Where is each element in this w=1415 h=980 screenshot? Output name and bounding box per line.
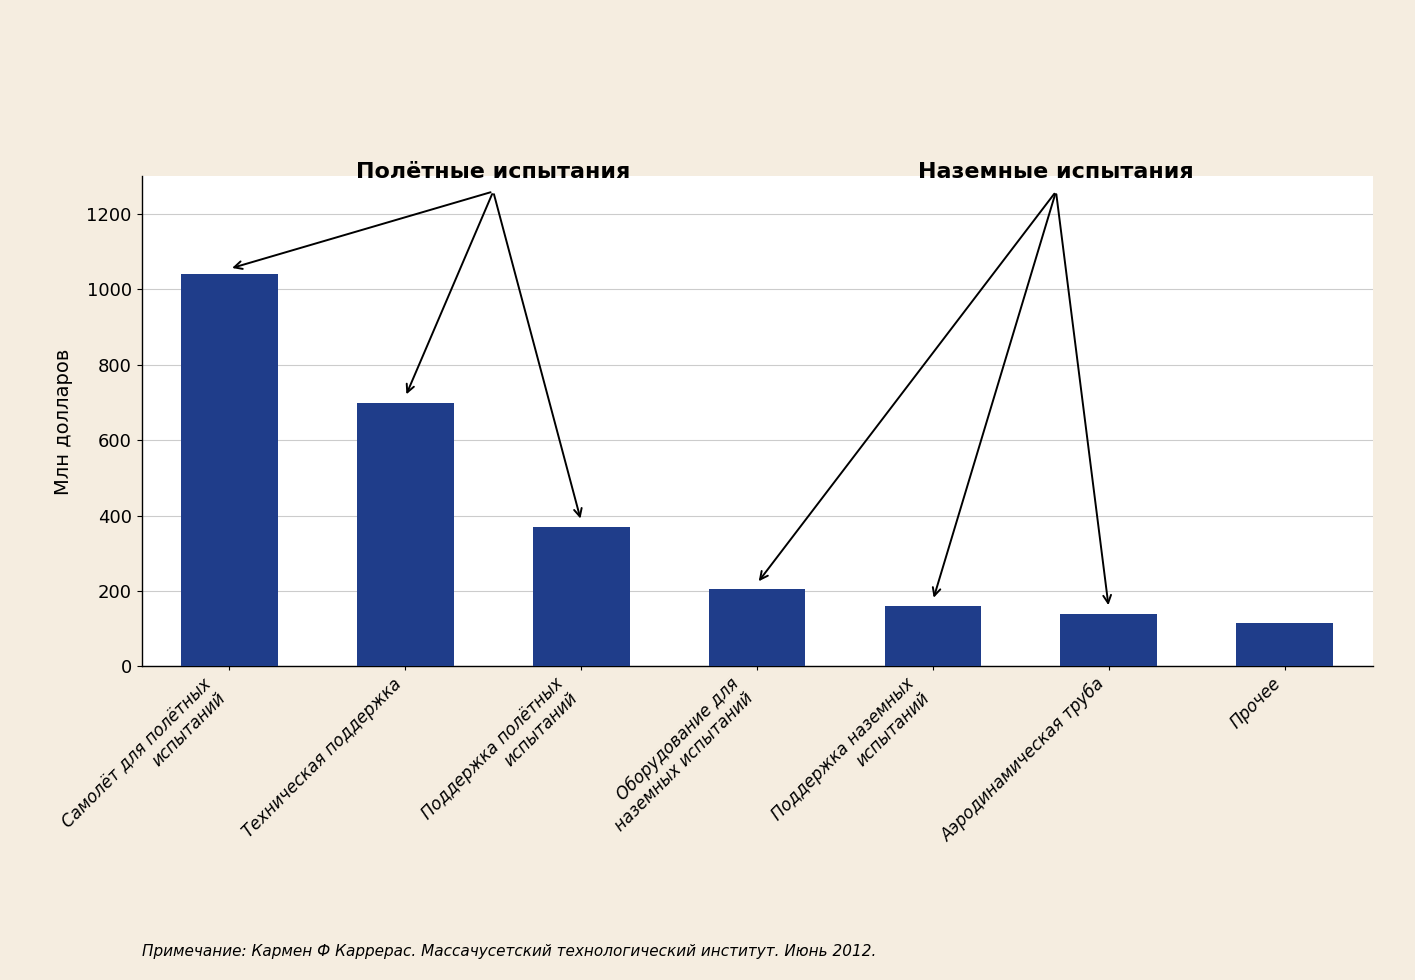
Bar bbox=[357, 403, 454, 666]
Y-axis label: Млн долларов: Млн долларов bbox=[54, 348, 72, 495]
Bar bbox=[884, 606, 981, 666]
Bar bbox=[1237, 623, 1333, 666]
Bar bbox=[533, 527, 630, 666]
Bar bbox=[181, 274, 277, 666]
Text: Примечание: Кармен Ф Каррерас. Массачусетский технологический институт. Июнь 201: Примечание: Кармен Ф Каррерас. Массачусе… bbox=[142, 944, 876, 958]
Text: Наземные испытания: Наземные испытания bbox=[918, 162, 1194, 182]
Text: Полётные испытания: Полётные испытания bbox=[357, 162, 631, 182]
Bar bbox=[709, 589, 805, 666]
Bar bbox=[1060, 613, 1157, 666]
